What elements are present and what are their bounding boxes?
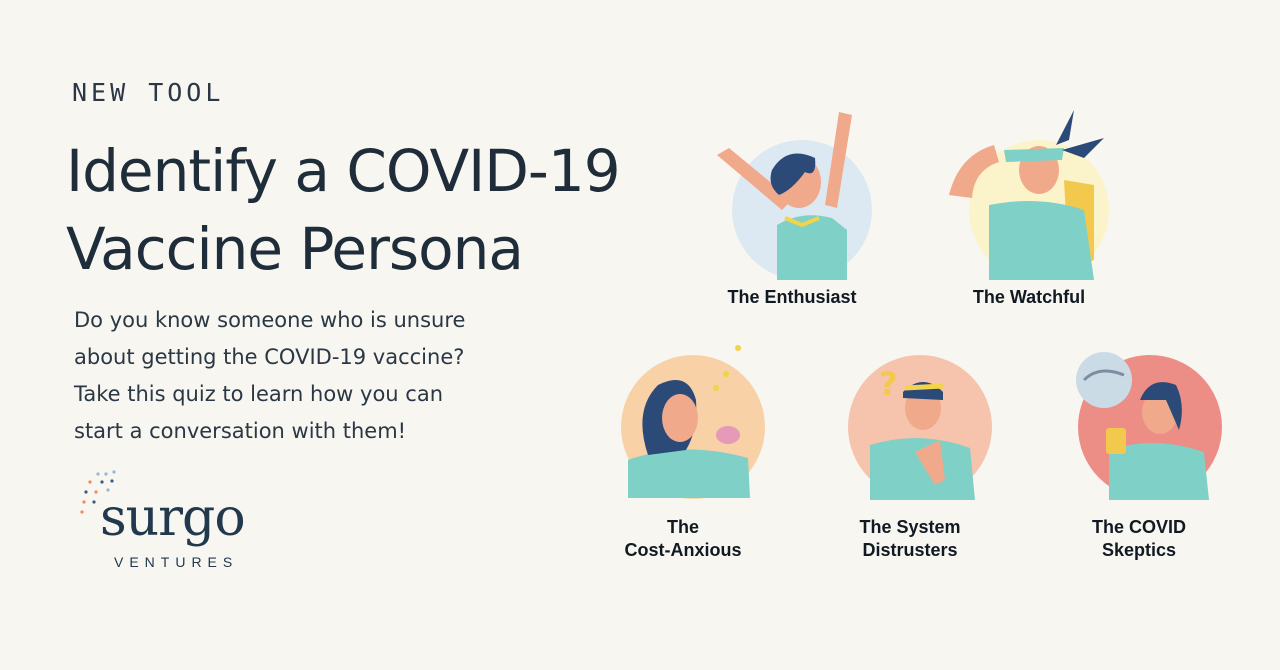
persona-label: The Enthusiast [697, 286, 887, 309]
persona-name-line-1: The System [859, 517, 961, 537]
persona-enthusiast[interactable]: The Enthusiast [697, 100, 887, 309]
persona-name-line-1: The COVID [1091, 517, 1186, 537]
enthusiast-illustration-icon [717, 112, 872, 280]
persona-label: The COVID Skeptics [1044, 516, 1234, 562]
description-line-2: about getting the COVID-19 vaccine? [74, 345, 465, 369]
persona-name-line-1: The [666, 517, 699, 537]
eyebrow-label: NEW TOOL [72, 78, 225, 107]
title-line-2: Vaccine Persona [66, 215, 524, 283]
persona-name: The Enthusiast [727, 287, 857, 307]
system-distrusters-illustration-icon: ? [848, 355, 992, 500]
persona-name-line-2: Skeptics [1101, 540, 1177, 560]
persona-name-line-2: Distrusters [862, 540, 958, 560]
persona-name-line-2: Cost-Anxious [624, 540, 742, 560]
cost-anxious-illustration-icon [621, 345, 765, 499]
persona-covid-skeptics[interactable]: The COVID Skeptics [1044, 340, 1234, 562]
persona-label: The System Distrusters [815, 516, 1005, 562]
svg-text:?: ? [879, 365, 898, 403]
logo-wordmark: surgo [100, 488, 246, 548]
covid-skeptics-illustration-icon [1076, 352, 1222, 500]
title-line-1: Identify a COVID-19 [66, 137, 621, 205]
persona-system-distrusters[interactable]: ? The System Distrusters [815, 340, 1005, 562]
surgo-logo: surgo VENTURES [76, 468, 286, 578]
description: Do you know someone who is unsure about … [74, 302, 544, 450]
description-line-4: start a conversation with them! [74, 419, 407, 443]
description-line-1: Do you know someone who is unsure [74, 308, 466, 332]
persona-name: The Watchful [972, 287, 1086, 307]
persona-label: The Watchful [934, 286, 1124, 309]
persona-cost-anxious[interactable]: The Cost-Anxious [588, 340, 778, 562]
page-title: Identify a COVID-19 Vaccine Persona [66, 132, 666, 288]
watchful-illustration-icon [949, 110, 1109, 280]
logo-dots-icon [80, 470, 116, 514]
persona-watchful[interactable]: The Watchful [934, 100, 1124, 309]
logo-subtitle: VENTURES [114, 554, 239, 570]
description-line-3: Take this quiz to learn how you can [74, 382, 444, 406]
persona-label: The Cost-Anxious [588, 516, 778, 562]
